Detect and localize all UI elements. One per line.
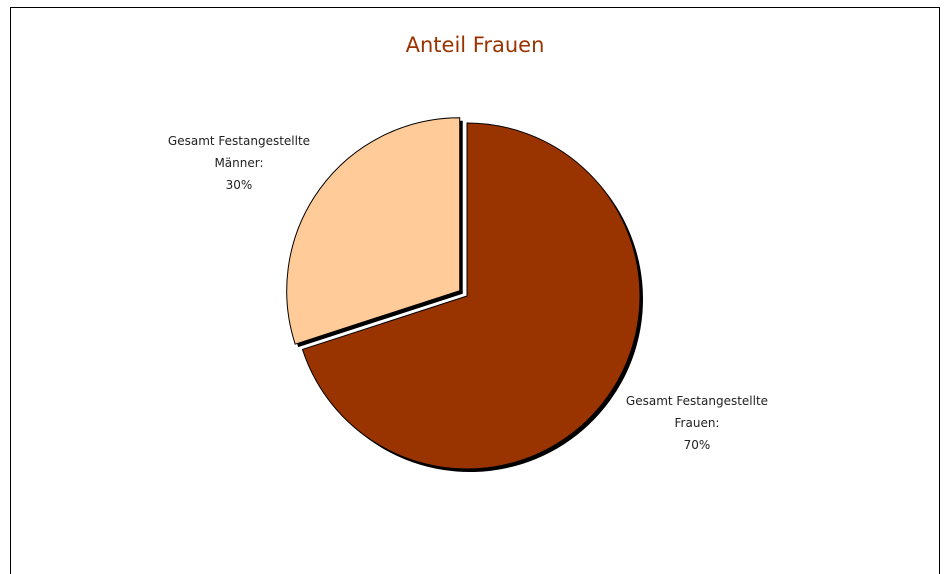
chart-title: Anteil Frauen [406, 33, 545, 57]
pie-slice [301, 122, 641, 470]
value-label: 70% [683, 438, 711, 452]
slice-label: Gesamt Festangestellte Frauen: [625, 394, 769, 430]
pie-slice [286, 117, 461, 345]
value-label: 30% [225, 178, 253, 192]
slice-label: Gesamt Festangestellte Männer: [167, 134, 311, 170]
